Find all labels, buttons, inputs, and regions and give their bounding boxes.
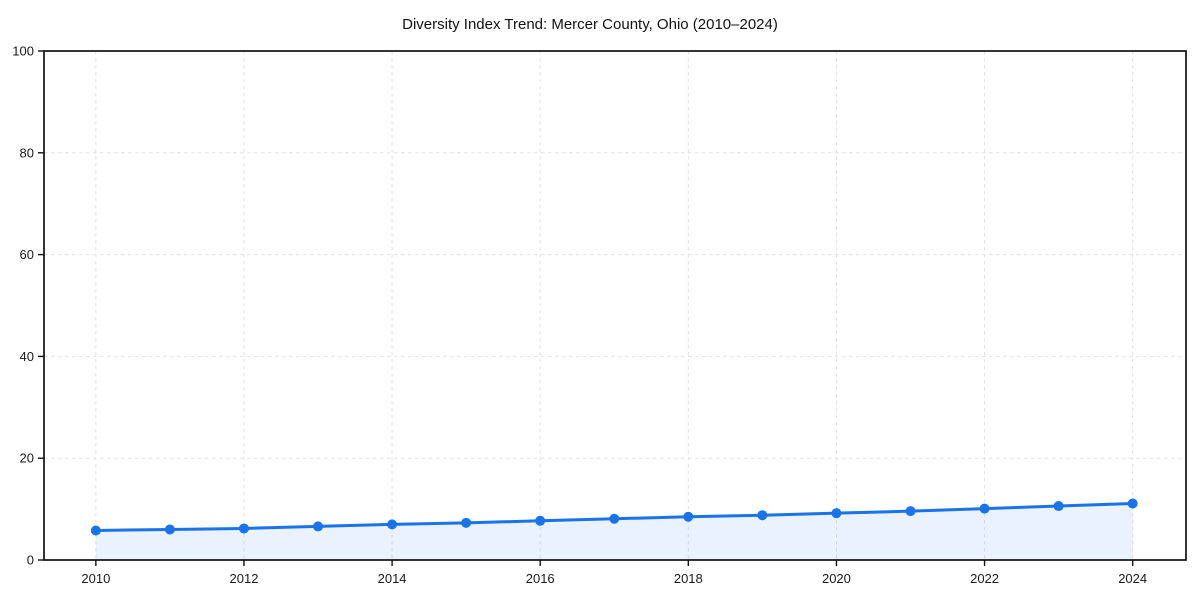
data-point-marker (90, 525, 101, 536)
plot-border (43, 50, 1187, 561)
x-axis-tick-label: 2012 (230, 571, 259, 586)
chart-title: Diversity Index Trend: Mercer County, Oh… (402, 16, 778, 33)
data-point-marker (683, 511, 694, 522)
y-axis-tick-label: 40 (20, 349, 34, 364)
axis-layer (38, 50, 1187, 566)
data-point-marker (387, 519, 398, 530)
y-axis-tick-label: 0 (27, 553, 34, 568)
area-layer (95, 503, 1133, 560)
y-axis-tick-label: 20 (20, 451, 34, 466)
x-axis-tick-label: 2016 (526, 571, 555, 586)
data-point-marker (1127, 498, 1138, 509)
x-axis-tick-label: 2014 (378, 571, 407, 586)
data-point-marker (757, 510, 768, 521)
y-axis-tick-label: 100 (12, 44, 34, 59)
data-point-marker (831, 508, 842, 519)
data-point-marker (238, 523, 249, 534)
data-point-marker (461, 517, 472, 528)
label-layer: 2010 2012 2014 2016 2018 2020 2022 2024 0 20 40 60 8… (12, 44, 1147, 587)
y-axis-tick-label: 60 (20, 247, 34, 262)
x-axis-tick-label: 2010 (81, 571, 110, 586)
y-axis-tick-label: 80 (20, 145, 34, 160)
data-point-marker (313, 521, 324, 532)
data-point-marker (609, 513, 620, 524)
x-axis-tick-label: 2024 (1118, 571, 1147, 586)
grid-layer (44, 50, 1186, 560)
x-axis-tick-label: 2018 (674, 571, 703, 586)
data-point-marker (979, 503, 990, 514)
data-point-marker (535, 515, 546, 526)
data-point-marker (1053, 501, 1064, 512)
data-point-marker (905, 506, 916, 517)
series-layer (90, 498, 1138, 536)
data-point-marker (164, 524, 175, 535)
area-fill (95, 503, 1133, 560)
x-axis-tick-label: 2022 (970, 571, 999, 586)
x-axis-tick-label: 2020 (822, 571, 851, 586)
